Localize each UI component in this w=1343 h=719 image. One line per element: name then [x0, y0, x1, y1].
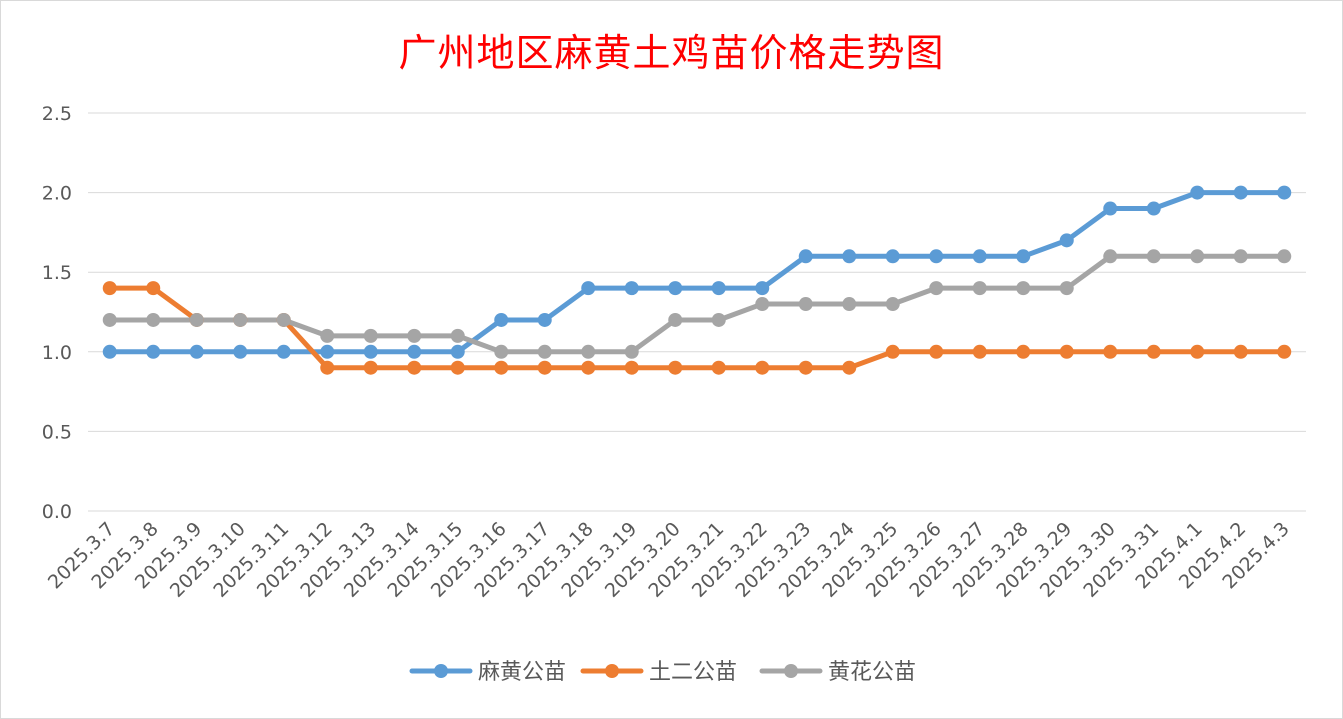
data-point-series-3	[581, 344, 596, 359]
data-point-series-2	[798, 360, 813, 375]
data-point-series-2	[1190, 344, 1205, 359]
legend-marker	[784, 664, 798, 678]
data-point-series-3	[1277, 249, 1292, 264]
data-point-series-2	[407, 360, 422, 375]
data-point-series-2	[537, 360, 552, 375]
data-point-series-2	[450, 360, 465, 375]
data-point-series-2	[1059, 344, 1074, 359]
data-point-series-2	[146, 281, 161, 296]
data-point-series-1	[668, 281, 683, 296]
data-point-series-1	[581, 281, 596, 296]
data-point-series-1	[363, 344, 378, 359]
data-point-series-3	[842, 297, 857, 312]
data-point-series-2	[1016, 344, 1031, 359]
data-point-series-2	[885, 344, 900, 359]
data-point-series-3	[1146, 249, 1161, 264]
data-point-series-1	[276, 344, 291, 359]
y-tick-label: 1.0	[42, 342, 72, 364]
data-point-series-3	[233, 312, 248, 327]
legend-label: 麻黄公苗	[478, 660, 566, 685]
data-point-series-3	[1190, 249, 1205, 264]
data-point-series-3	[450, 328, 465, 343]
data-point-series-1	[624, 281, 639, 296]
data-point-series-1	[1059, 233, 1074, 248]
data-point-series-3	[189, 312, 204, 327]
data-point-series-1	[1146, 201, 1161, 216]
data-point-series-3	[885, 297, 900, 312]
data-point-series-2	[755, 360, 770, 375]
data-point-series-3	[537, 344, 552, 359]
y-tick-label: 2.5	[42, 103, 72, 125]
data-point-series-1	[146, 344, 161, 359]
data-point-series-3	[668, 312, 683, 327]
data-point-series-2	[972, 344, 987, 359]
legend-label: 黄花公苗	[828, 660, 916, 685]
data-point-series-2	[842, 360, 857, 375]
data-point-series-2	[494, 360, 509, 375]
data-point-series-3	[972, 281, 987, 296]
data-point-series-2	[581, 360, 596, 375]
data-point-series-1	[537, 312, 552, 327]
data-point-series-1	[494, 312, 509, 327]
data-point-series-1	[1016, 249, 1031, 264]
legend-marker	[605, 664, 619, 678]
data-point-series-1	[450, 344, 465, 359]
data-point-series-3	[146, 312, 161, 327]
y-tick-label: 1.5	[42, 262, 72, 284]
data-point-series-3	[363, 328, 378, 343]
data-point-series-3	[1233, 249, 1248, 264]
data-point-series-1	[189, 344, 204, 359]
data-point-series-1	[1190, 185, 1205, 200]
data-point-series-1	[1233, 185, 1248, 200]
data-point-series-3	[494, 344, 509, 359]
data-point-series-3	[711, 312, 726, 327]
data-point-series-1	[1103, 201, 1118, 216]
data-point-series-1	[972, 249, 987, 264]
data-point-series-3	[1103, 249, 1118, 264]
legend-label: 土二公苗	[649, 660, 737, 685]
data-point-series-1	[798, 249, 813, 264]
data-point-series-1	[842, 249, 857, 264]
data-point-series-2	[1103, 344, 1118, 359]
data-point-series-2	[1146, 344, 1161, 359]
data-point-series-2	[668, 360, 683, 375]
legend-marker	[434, 664, 448, 678]
data-point-series-3	[929, 281, 944, 296]
data-point-series-2	[320, 360, 335, 375]
data-point-series-1	[320, 344, 335, 359]
data-point-series-2	[929, 344, 944, 359]
series-line-3	[107, 253, 1287, 355]
data-point-series-2	[363, 360, 378, 375]
y-tick-label: 0.0	[42, 501, 72, 523]
data-point-series-3	[624, 344, 639, 359]
series-line-1	[107, 190, 1287, 355]
data-point-series-3	[276, 312, 291, 327]
data-point-series-2	[1277, 344, 1292, 359]
data-point-series-1	[929, 249, 944, 264]
data-point-series-2	[102, 281, 117, 296]
data-point-series-3	[320, 328, 335, 343]
data-point-series-1	[1277, 185, 1292, 200]
data-point-series-2	[624, 360, 639, 375]
data-point-series-1	[233, 344, 248, 359]
data-point-series-1	[711, 281, 726, 296]
y-tick-label: 0.5	[42, 421, 72, 443]
data-point-series-1	[407, 344, 422, 359]
data-point-series-3	[102, 312, 117, 327]
chart-title: 广州地区麻黄土鸡苗价格走势图	[398, 31, 945, 75]
data-point-series-1	[885, 249, 900, 264]
data-point-series-2	[711, 360, 726, 375]
data-point-series-2	[1233, 344, 1248, 359]
data-point-series-3	[755, 297, 770, 312]
data-point-series-1	[755, 281, 770, 296]
data-point-series-3	[798, 297, 813, 312]
data-point-series-1	[102, 344, 117, 359]
series-line-2	[107, 285, 1287, 371]
data-point-series-3	[407, 328, 422, 343]
data-point-series-3	[1016, 281, 1031, 296]
y-tick-label: 2.0	[42, 183, 72, 205]
data-point-series-3	[1059, 281, 1074, 296]
